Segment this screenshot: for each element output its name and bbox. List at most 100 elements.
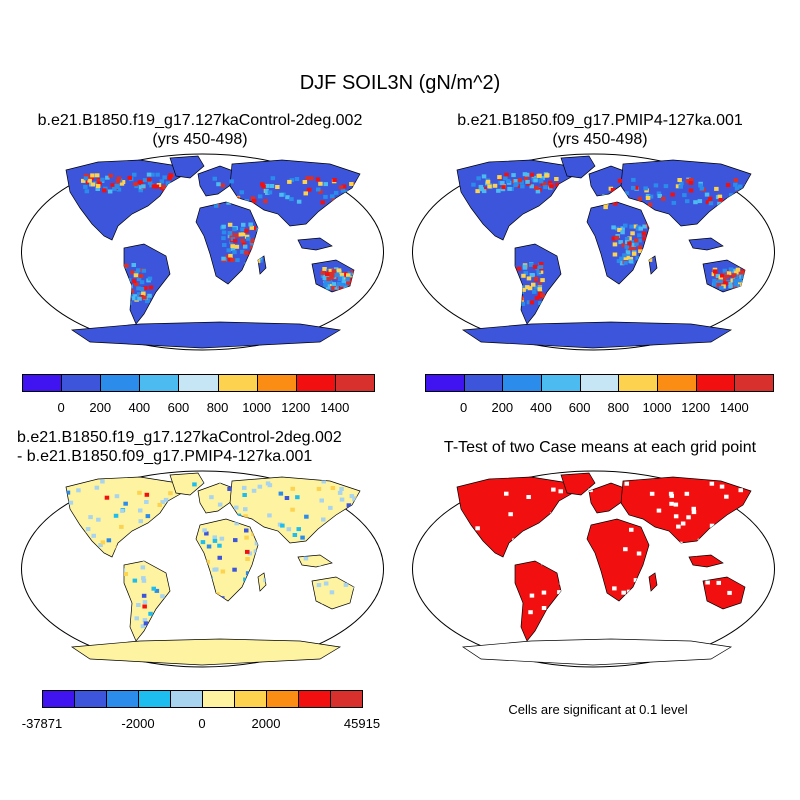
grid-cell — [284, 496, 290, 500]
grid-cell — [540, 293, 545, 298]
colorbar-swatch — [22, 374, 63, 392]
grid-cell — [500, 181, 505, 186]
grid-cell — [627, 236, 632, 241]
grid-cell — [130, 293, 135, 298]
grid-cell — [240, 249, 245, 254]
grid-cell — [627, 241, 632, 246]
colorbar-tick-label: 0 — [57, 400, 65, 415]
grid-cell — [242, 493, 247, 497]
grid-cell — [638, 226, 643, 231]
grid-cell — [343, 582, 349, 587]
grid-cell — [340, 282, 345, 287]
grid-cell — [732, 278, 738, 283]
grid-cell — [669, 493, 674, 498]
grid-cell — [292, 533, 298, 537]
grid-cell — [319, 498, 324, 503]
grid-cell — [130, 270, 135, 275]
grid-cell — [717, 194, 723, 199]
grid-cell — [133, 182, 138, 187]
grid-cell — [538, 301, 543, 306]
grid-cell — [545, 173, 550, 178]
grid-cell — [150, 172, 155, 177]
grid-cell — [620, 226, 625, 231]
landmass-asia — [229, 476, 361, 544]
grid-cell — [323, 581, 329, 586]
colorbar-tick-label: 1000 — [642, 400, 672, 415]
grid-cell — [675, 184, 681, 189]
colorbar-tick-label: 2000 — [251, 716, 281, 731]
grid-cell — [345, 276, 350, 281]
colorbar-tick-label: 1400 — [320, 400, 350, 415]
grid-cell — [168, 491, 173, 496]
grid-cell — [96, 178, 101, 183]
colorbar-tick-label: 200 — [89, 400, 112, 415]
grid-cell — [235, 233, 241, 238]
grid-cell — [339, 286, 344, 290]
grid-cell — [244, 528, 249, 533]
grid-cell — [482, 187, 487, 191]
grid-cell — [98, 543, 103, 547]
grid-cell — [481, 189, 487, 194]
panel-title-control-case: b.e21.B1850.f19_g17.127kaControl-2deg.00… — [37, 112, 363, 129]
grid-cell — [725, 183, 731, 187]
grid-cell — [270, 176, 276, 181]
grid-cell — [248, 222, 253, 227]
grid-cell — [645, 196, 651, 200]
grid-cell — [113, 513, 119, 518]
grid-cell — [709, 481, 715, 486]
grid-cell — [243, 507, 248, 512]
panel-title-control: b.e21.B1850.f19_g17.127kaControl-2deg.00… — [0, 111, 400, 149]
grid-cell — [670, 192, 675, 197]
grid-cell — [712, 282, 717, 287]
grid-cell — [535, 266, 540, 271]
grid-cell — [637, 245, 643, 250]
grid-cell — [330, 486, 336, 490]
grid-cell — [728, 284, 733, 289]
grid-cell — [330, 194, 335, 199]
grid-cell — [206, 544, 212, 549]
grid-cell — [157, 502, 162, 507]
grid-cell — [637, 196, 642, 201]
grid-cell — [230, 244, 235, 249]
grid-cell — [519, 180, 524, 185]
grid-cell — [671, 200, 677, 205]
grid-cell — [529, 262, 534, 267]
grid-cell — [691, 506, 696, 511]
grid-cell — [212, 535, 217, 540]
grid-cell — [549, 184, 554, 189]
grid-cell — [228, 253, 233, 258]
grid-cell — [521, 285, 527, 290]
grid-cell — [516, 266, 522, 271]
grid-cell — [162, 175, 167, 180]
grid-cell — [642, 224, 647, 229]
grid-cell — [346, 281, 351, 286]
colorbar-tick-label: 800 — [206, 400, 229, 415]
grid-cell — [325, 284, 331, 289]
grid-cell — [136, 603, 141, 607]
grid-cell — [721, 281, 726, 286]
grid-cell — [709, 523, 715, 528]
grid-cell — [295, 495, 300, 500]
grid-cell — [132, 578, 138, 583]
grid-cell — [506, 179, 511, 184]
colorbar-swatch — [734, 374, 774, 392]
grid-cell — [621, 243, 626, 248]
grid-cell — [504, 491, 509, 496]
grid-cell — [733, 182, 738, 187]
grid-cell — [341, 279, 346, 284]
grid-cell — [528, 610, 533, 615]
grid-cell — [278, 491, 284, 496]
grid-cell — [538, 269, 544, 274]
grid-cell — [534, 296, 540, 301]
landmass-greenland — [560, 155, 596, 179]
grid-cell — [647, 202, 653, 207]
grid-cell — [529, 593, 535, 598]
grid-cell — [507, 186, 512, 191]
colorbar-swatch — [502, 374, 542, 392]
landmass-europe — [197, 482, 237, 514]
grid-cell — [244, 535, 249, 540]
panel-title-control-years: (yrs 450-498) — [152, 131, 248, 148]
grid-cell — [309, 176, 314, 181]
landmass-madagascar — [648, 572, 658, 592]
grid-cell — [485, 179, 491, 184]
